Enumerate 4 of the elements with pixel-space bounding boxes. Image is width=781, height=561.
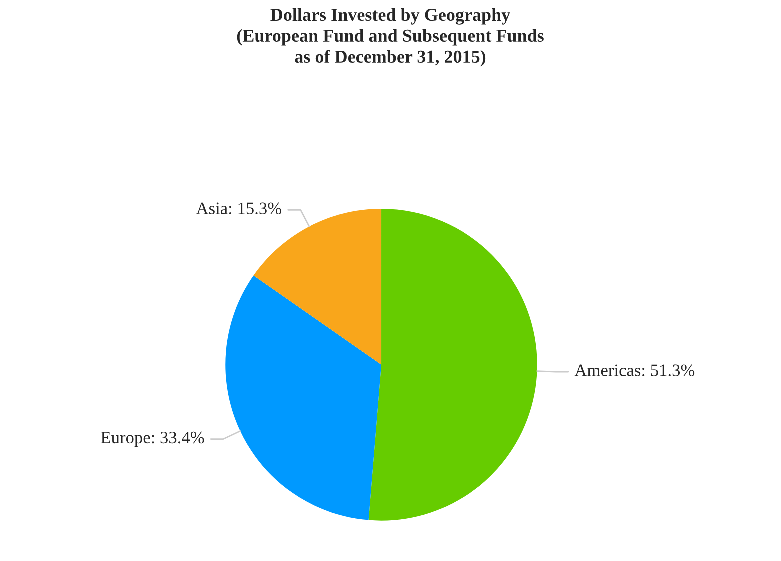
slice-label: Asia: 15.3% xyxy=(196,202,282,215)
slice-label: Americas: 51.3% xyxy=(574,364,695,376)
chart-title: Dollars Invested by Geography (European Fund and Subsequent Funds as of December 31, 2015) xyxy=(237,8,544,67)
slice-label: Europe: 33.4% xyxy=(101,432,204,448)
